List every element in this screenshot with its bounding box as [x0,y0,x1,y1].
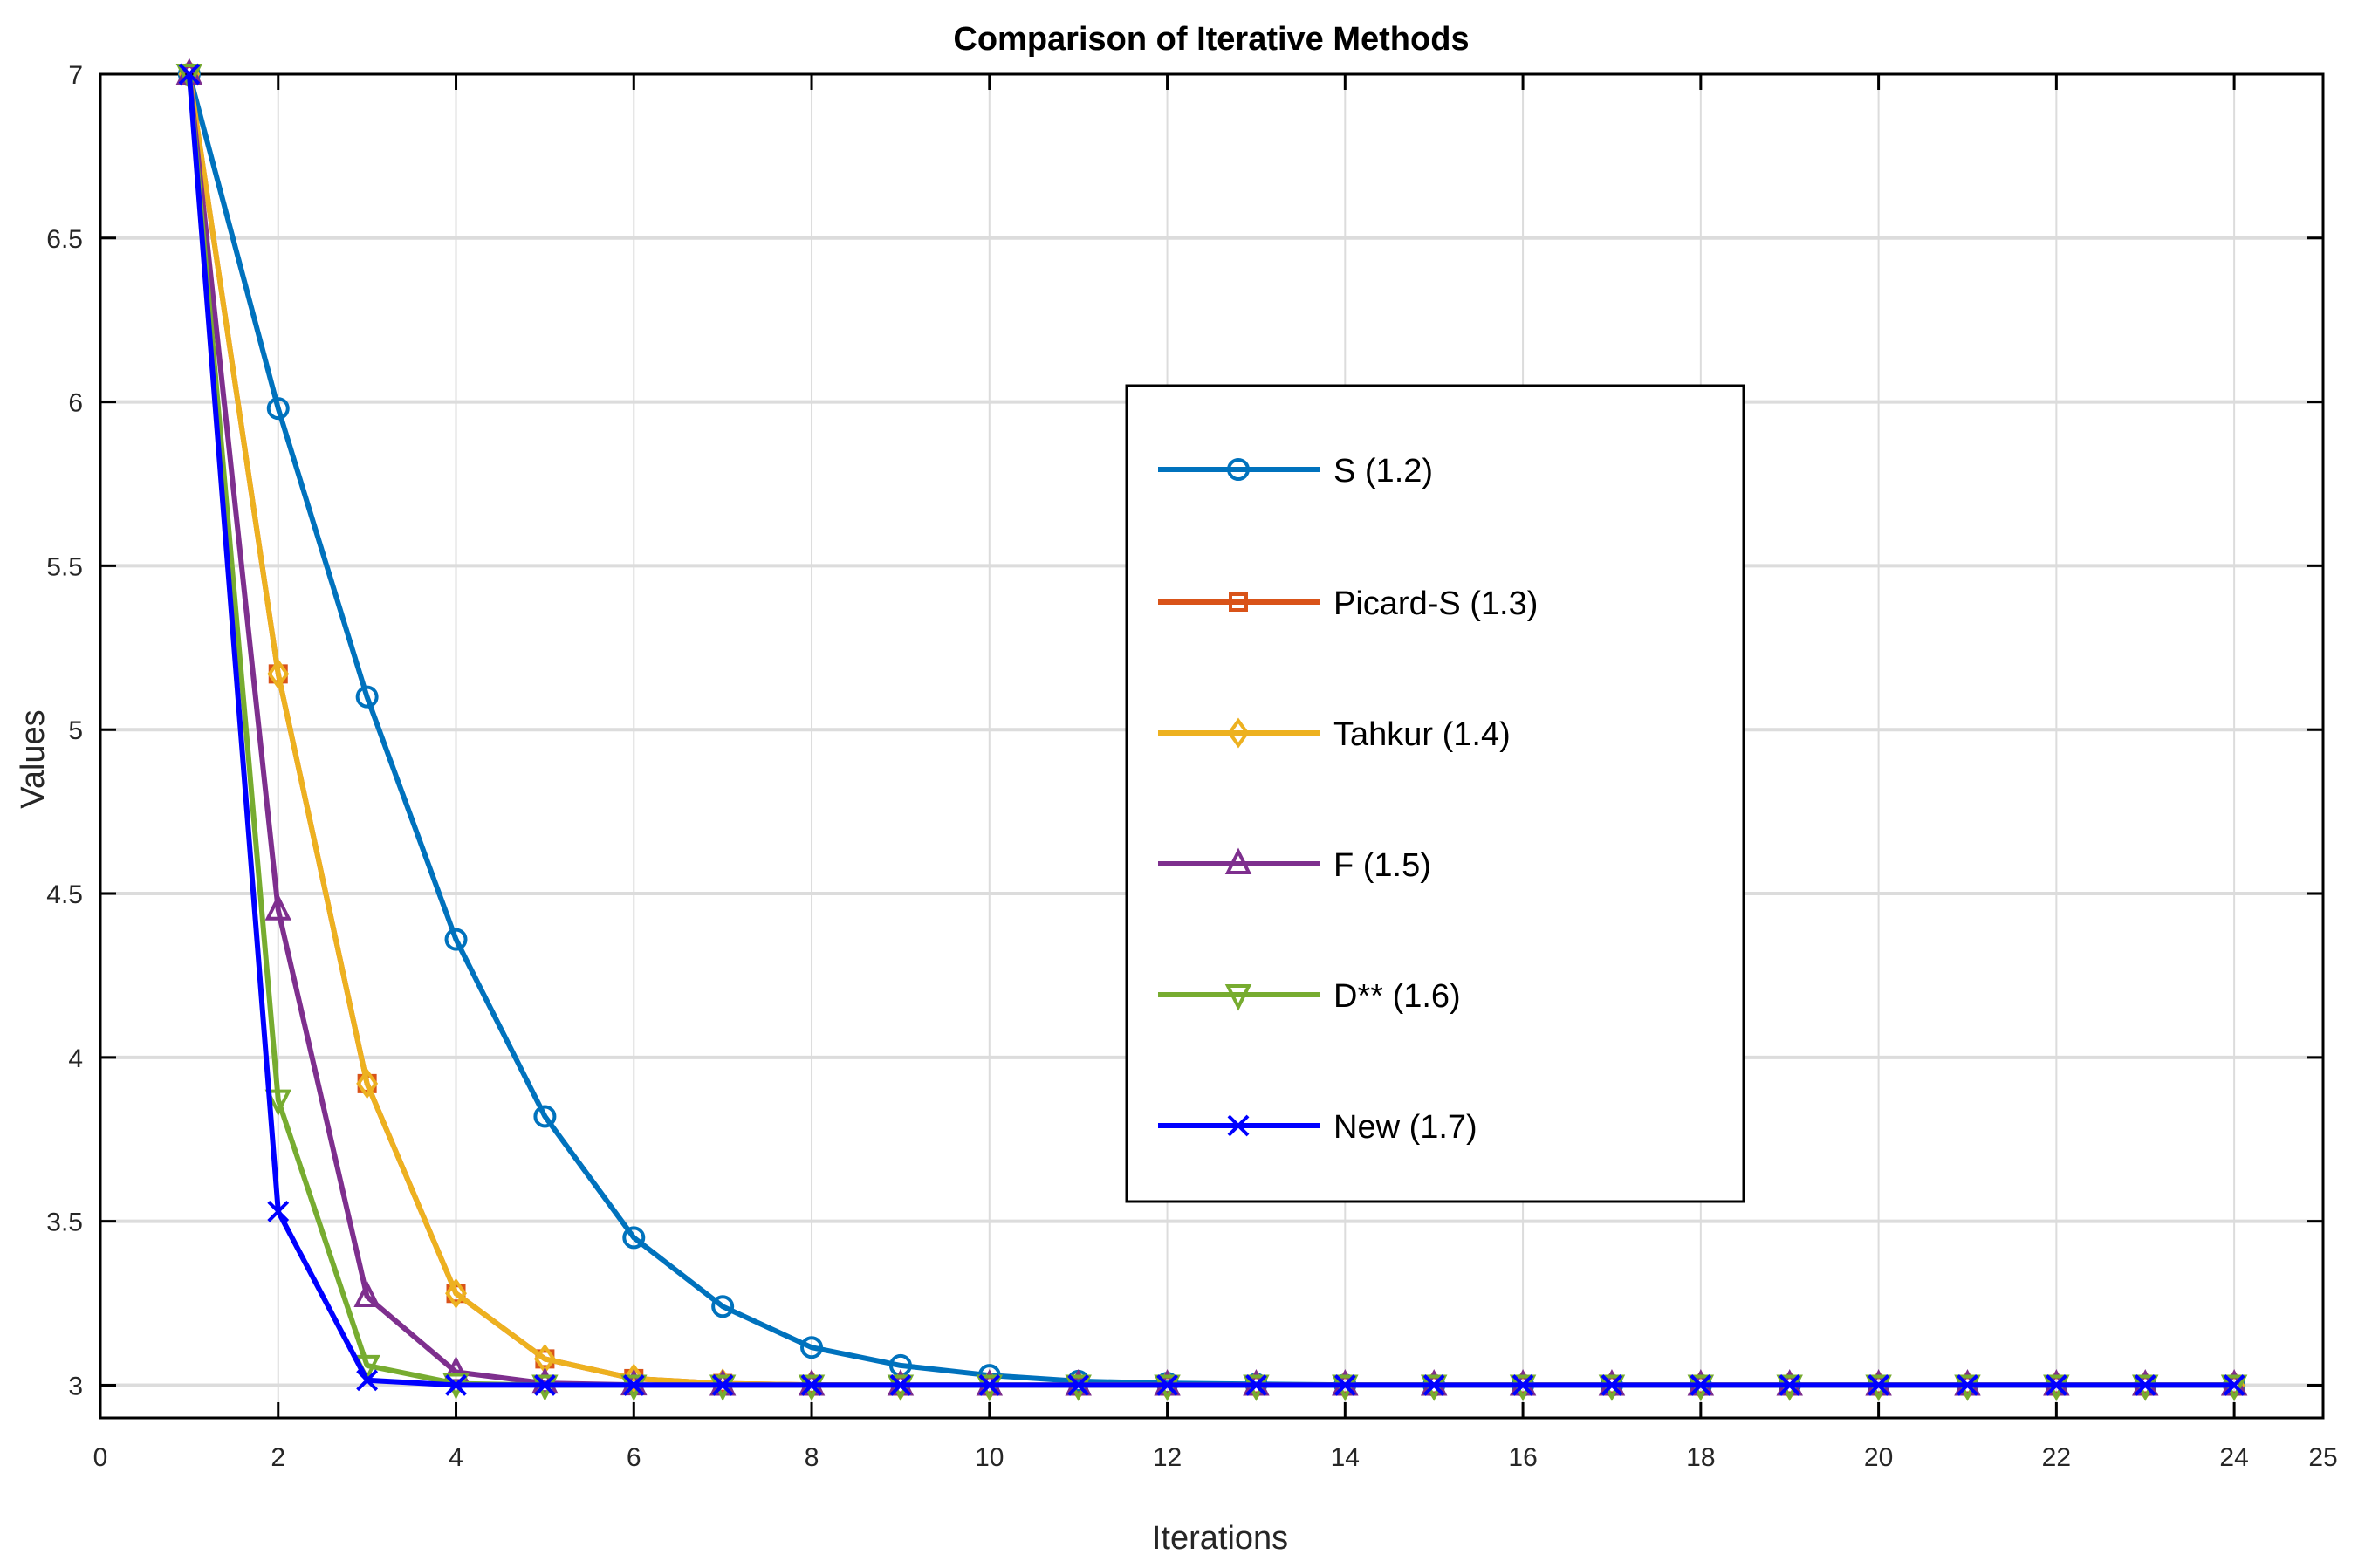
series-layer [175,58,2248,1401]
x-tick-label: 20 [1864,1443,1893,1472]
x-axis-title: Iterations [1152,1520,1288,1557]
legend-item: S (1.2) [1158,453,1433,490]
data-point [266,397,290,421]
data-point [444,928,468,951]
data-point [355,685,379,709]
data-point [1690,1374,1712,1396]
legend-item: F (1.5) [1158,847,1431,884]
y-tick-label: 6 [68,389,83,418]
data-point [1868,1374,1890,1396]
axes-frame [99,72,2325,1420]
data-point [622,1374,645,1396]
x-tick-label: 25 [2308,1443,2337,1472]
data-point [1227,458,1250,481]
legend-label: D** (1.6) [1333,978,1461,1015]
x-tick-label: 24 [2219,1443,2248,1472]
y-tick-label: 4.5 [46,880,83,909]
data-point [2223,1374,2245,1396]
data-point [533,1105,557,1128]
y-tick-label: 6.5 [46,225,83,254]
data-point [356,1068,379,1099]
data-point [353,1280,380,1308]
data-point [267,658,290,689]
data-point [711,1295,735,1318]
data-point [2045,1374,2067,1396]
data-point [711,1374,734,1396]
legend-item: D** (1.6) [1158,978,1461,1015]
data-point [1156,1374,1178,1396]
y-axis-title: Values [15,709,51,808]
data-point [1224,847,1252,874]
data-point [800,1336,824,1359]
data-point [264,1089,291,1117]
legend: S (1.2) Picard-S (1.3) Tahkur (1.4) F (1.5)… [1125,384,1745,1203]
data-point [1229,592,1248,612]
data-point [1422,1374,1445,1396]
data-point [445,1277,467,1309]
data-point [1227,717,1250,749]
data-point [1512,1374,1534,1396]
x-tick-label: 6 [627,1443,641,1472]
data-point [264,894,291,921]
legend-box [1125,384,1745,1203]
legend-label: F (1.5) [1333,847,1431,884]
data-point [267,1200,290,1222]
data-point [1333,1374,1356,1396]
y-tick-label: 3.5 [46,1209,83,1237]
x-tick-label: 16 [1508,1443,1537,1472]
legend-item: New (1.7) [1158,1109,1477,1146]
data-point [1224,984,1252,1011]
series-5 [178,63,2245,1396]
data-point [622,1363,645,1394]
data-point [178,63,201,86]
x-tick-label: 12 [1153,1443,1182,1472]
legend-label: New (1.7) [1333,1109,1477,1146]
series-line [186,73,2235,1388]
legend-label: Picard-S (1.3) [1333,585,1538,622]
data-point [442,1355,470,1383]
legend-item: Picard-S (1.3) [1158,585,1538,622]
x-tick-label: 4 [449,1443,463,1472]
data-point [445,1374,467,1396]
data-point [356,1369,379,1392]
data-point [2134,1374,2156,1396]
data-point [1779,1374,1801,1396]
data-point [889,1374,912,1396]
legend-label: Tahkur (1.4) [1333,716,1511,753]
y-tick-label: 7 [68,61,83,90]
data-point [1601,1374,1623,1396]
data-point [1245,1374,1267,1396]
data-point [1957,1374,1978,1396]
y-tick-label: 3 [68,1372,83,1400]
data-point [533,1374,556,1396]
y-tick-label: 5 [68,716,83,745]
data-point [622,1226,646,1250]
y-tick-label: 5.5 [46,552,83,581]
legend-label: S (1.2) [1333,453,1433,490]
data-point [1227,1114,1250,1137]
x-tick-label: 10 [975,1443,1004,1472]
y-tick-label: 4 [68,1044,83,1073]
x-tick-label: 22 [2042,1443,2071,1472]
x-tick-label: 18 [1686,1443,1715,1472]
data-point [1067,1374,1090,1396]
x-tick-label: 0 [93,1443,108,1472]
x-tick-label: 8 [805,1443,819,1472]
x-tick-label: 2 [271,1443,285,1472]
legend-item: Tahkur (1.4) [1158,716,1511,753]
x-tick-label: 14 [1331,1443,1360,1472]
chart-title: Comparison of Iterative Methods [953,21,1469,58]
data-point [978,1374,1001,1396]
data-point [800,1374,823,1396]
data-point [175,64,203,91]
